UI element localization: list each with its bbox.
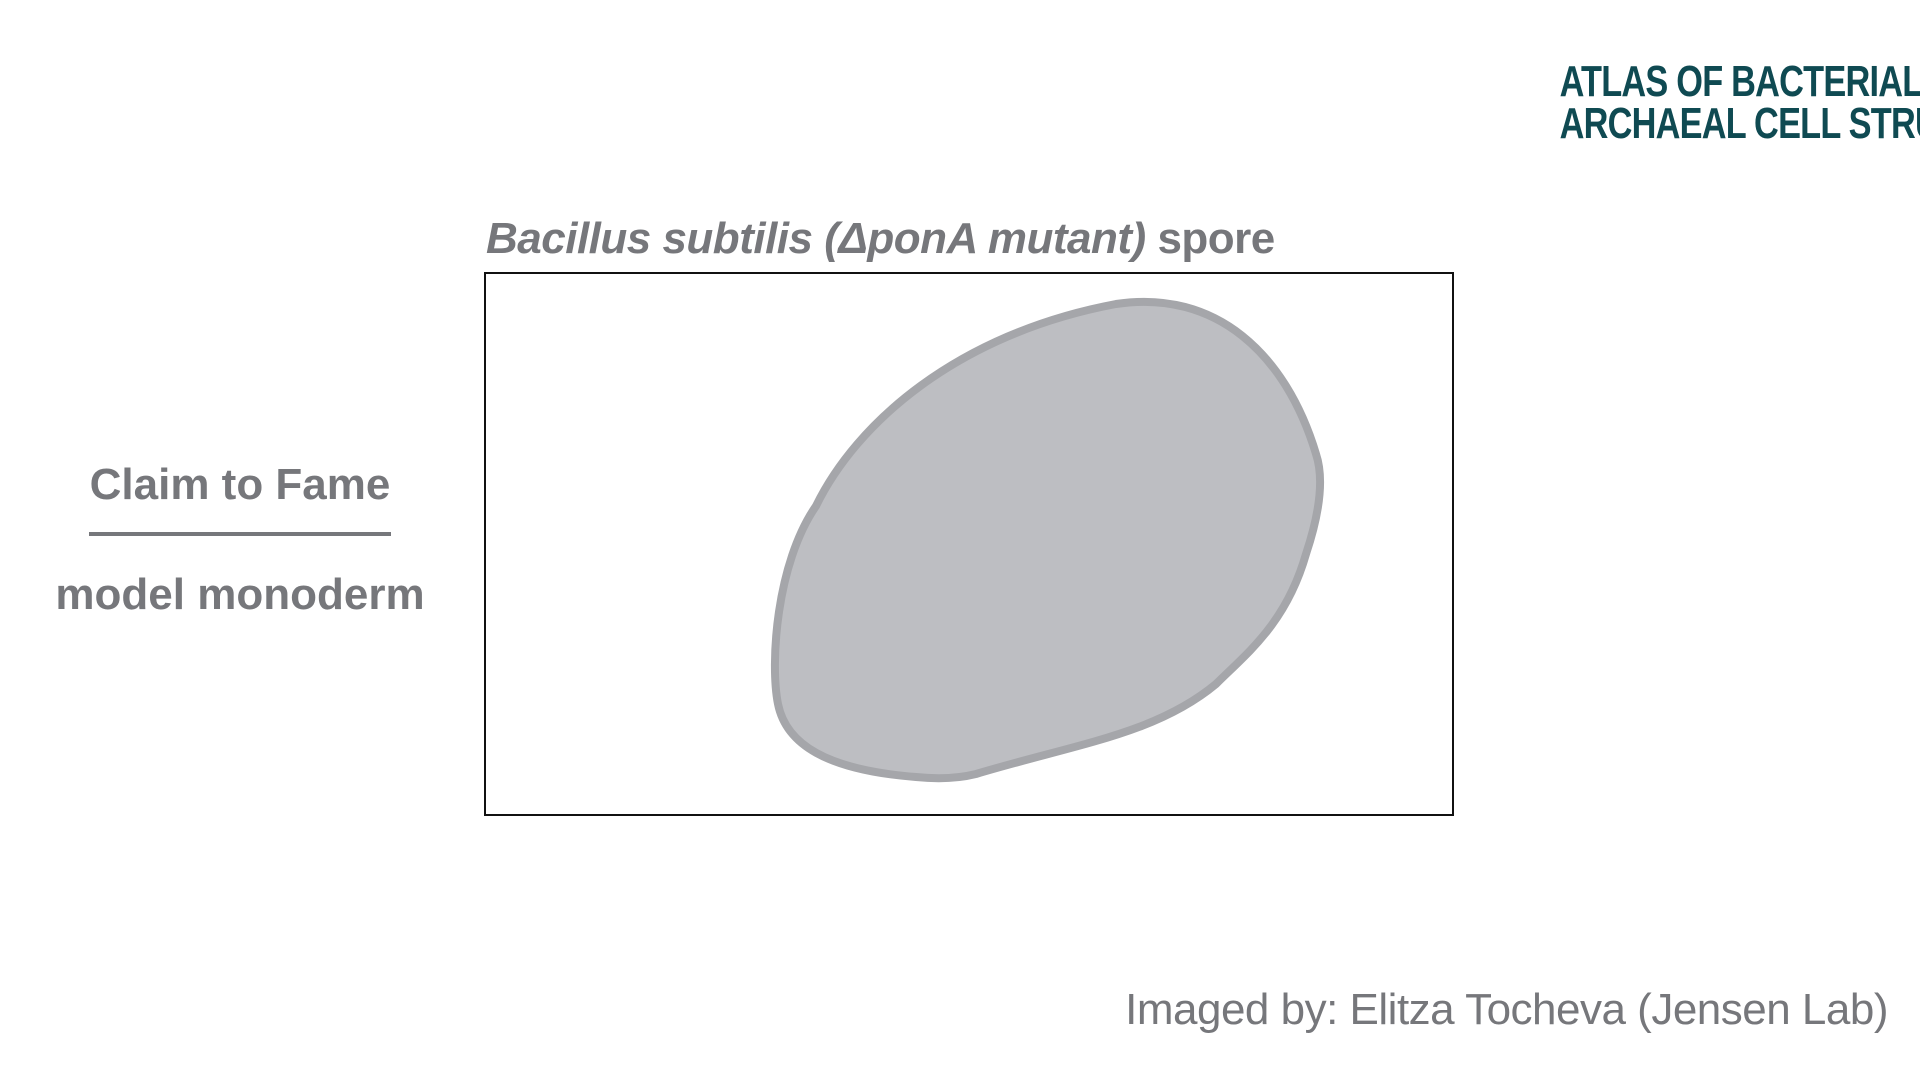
- image-credit: Imaged by: Elitza Tocheva (Jensen Lab): [1125, 985, 1888, 1034]
- title-suffix: spore: [1145, 214, 1275, 263]
- claim-divider: [89, 532, 391, 536]
- logo-line-2: ARCHAEAL CELL STRUCTURE: [1559, 99, 1920, 148]
- atlas-logo: ATLAS OF BACTERIAL AND ARCHAEAL CELL STR…: [1520, 57, 1920, 148]
- figure-title: Bacillus subtilis (ΔponA mutant) spore: [486, 214, 1275, 264]
- claim-to-fame: Claim to Fame model monoderm: [40, 460, 440, 620]
- species-name: Bacillus subtilis (ΔponA mutant): [486, 214, 1146, 263]
- spore-diagram: [770, 297, 1325, 783]
- claim-value: model monoderm: [55, 570, 425, 619]
- claim-heading: Claim to Fame: [89, 460, 391, 509]
- spore-outline: [770, 297, 1325, 783]
- specimen-frame: [484, 272, 1454, 816]
- logo-line-1: ATLAS OF BACTERIAL AND: [1559, 57, 1920, 106]
